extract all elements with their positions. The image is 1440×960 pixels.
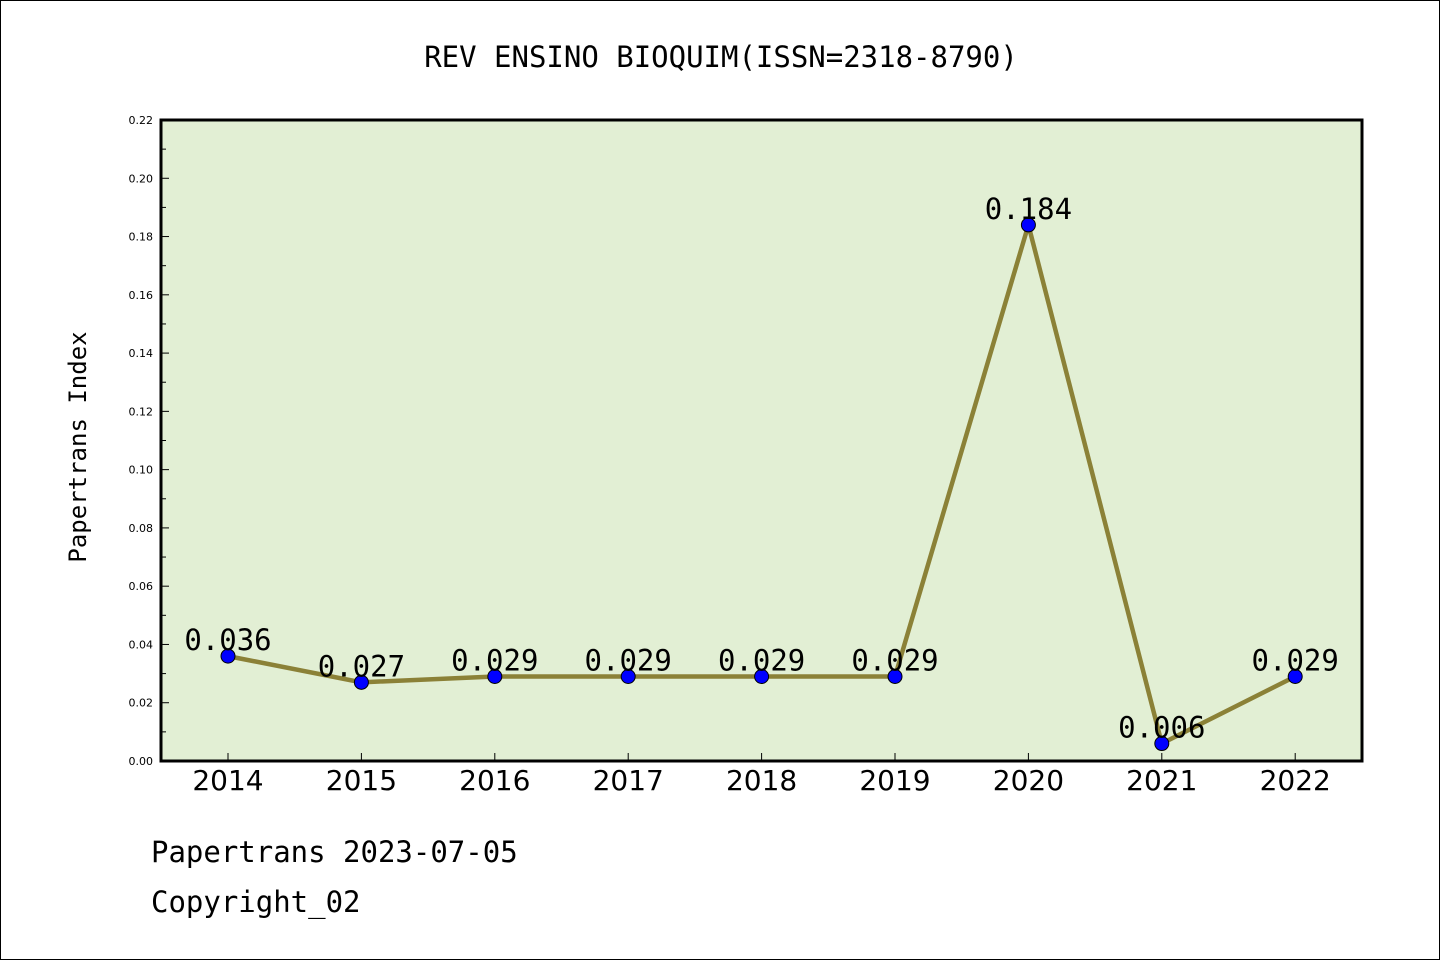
data-labels: 0.036 0.027 0.029 0.029 0.029 0.029 0.184 0.006… xyxy=(184,192,1339,745)
y-tick-label: 0.08 xyxy=(129,522,154,535)
x-tick-label: 2022 xyxy=(1260,764,1331,797)
data-label: 0.029 xyxy=(1252,644,1339,678)
x-tick-label: 2017 xyxy=(593,764,664,797)
footer-copyright: Copyright_02 xyxy=(151,885,361,919)
x-tick-label: 2019 xyxy=(859,764,930,797)
data-label: 0.029 xyxy=(718,644,805,678)
x-axis-ticks: 2014 2015 2016 2017 2018 2019 2020 2021 2022 xyxy=(192,753,1331,797)
data-point xyxy=(487,669,503,685)
x-tick-label: 2018 xyxy=(726,764,797,797)
x-tick-label: 2020 xyxy=(993,764,1064,797)
data-label: 0.029 xyxy=(451,644,538,678)
y-tick-label: 0.10 xyxy=(129,464,154,477)
data-point xyxy=(754,669,770,685)
data-point xyxy=(620,669,636,685)
y-tick-label: 0.22 xyxy=(129,114,154,127)
x-tick-label: 2015 xyxy=(326,764,397,797)
y-tick-label: 0.14 xyxy=(129,347,154,360)
data-point xyxy=(1154,736,1170,752)
y-tick-label: 0.00 xyxy=(129,755,154,768)
data-label: 0.036 xyxy=(184,623,271,657)
y-tick-label: 0.06 xyxy=(129,580,154,593)
data-label: 0.006 xyxy=(1118,711,1205,745)
x-tick-label: 2021 xyxy=(1126,764,1197,797)
series-group xyxy=(220,216,1303,752)
y-tick-label: 0.02 xyxy=(129,697,154,710)
y-axis-ticks: 0.00 0.02 0.04 0.06 0.08 0.10 0.12 0.14 0.16 0.18… xyxy=(129,114,169,768)
data-label: 0.184 xyxy=(985,192,1072,226)
data-point xyxy=(1287,669,1303,685)
data-point xyxy=(1020,217,1036,233)
y-tick-label: 0.12 xyxy=(129,405,154,418)
data-label: 0.029 xyxy=(851,644,938,678)
data-point xyxy=(887,669,903,685)
chart-title: REV ENSINO BIOQUIM(ISSN=2318-8790) xyxy=(424,40,1018,74)
y-tick-label: 0.20 xyxy=(129,172,154,185)
y-axis-label: Papertrans Index xyxy=(64,331,92,562)
y-tick-label: 0.16 xyxy=(129,289,154,302)
data-point xyxy=(353,674,369,690)
y-tick-label: 0.04 xyxy=(129,638,154,651)
data-point xyxy=(220,648,236,664)
plot-area xyxy=(159,118,1364,763)
data-label: 0.027 xyxy=(318,649,405,683)
x-tick-label: 2014 xyxy=(192,764,263,797)
x-tick-label: 2016 xyxy=(459,764,530,797)
data-label: 0.029 xyxy=(585,644,672,678)
y-tick-label: 0.18 xyxy=(129,231,154,244)
footer-date-line: Papertrans 2023-07-05 xyxy=(151,835,518,869)
